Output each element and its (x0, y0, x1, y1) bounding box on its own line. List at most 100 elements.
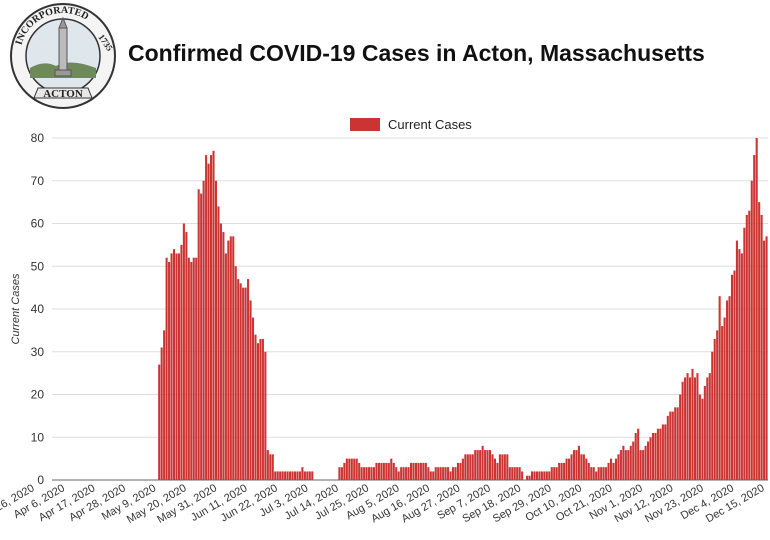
bar (419, 462, 422, 480)
bar (254, 334, 257, 480)
bar (728, 296, 731, 480)
bar (679, 394, 682, 480)
bar (607, 462, 610, 480)
bar (496, 462, 499, 480)
bar (190, 261, 193, 480)
bar (410, 462, 413, 480)
bar (217, 206, 220, 480)
bar (735, 240, 738, 480)
bar (175, 253, 178, 480)
bar (493, 458, 497, 480)
bar (760, 214, 763, 480)
bar (484, 450, 487, 480)
bar (691, 368, 694, 480)
bar (180, 244, 183, 480)
bar (372, 467, 376, 480)
bar (424, 462, 427, 480)
bar (377, 462, 380, 480)
bar (765, 236, 768, 480)
bar (538, 471, 541, 480)
bar (605, 467, 608, 480)
bar (197, 189, 200, 481)
bar (427, 467, 430, 480)
bar (363, 467, 366, 480)
bar (491, 454, 494, 480)
bar (528, 475, 531, 480)
bar (405, 467, 408, 480)
bar (459, 462, 462, 480)
bar (293, 471, 297, 480)
legend-swatch (350, 118, 380, 131)
bar (422, 462, 425, 480)
bar (708, 373, 711, 480)
bar (168, 261, 171, 480)
bar (644, 445, 647, 480)
bar (572, 450, 576, 480)
bar (476, 450, 479, 480)
bar (412, 462, 415, 480)
bar (308, 471, 311, 480)
bar (306, 471, 309, 480)
bar (674, 407, 677, 480)
y-tick-label: 60 (31, 217, 45, 231)
bar (355, 458, 358, 480)
bar (222, 232, 225, 480)
bar (158, 364, 161, 480)
bar (338, 467, 341, 480)
bar (577, 445, 580, 480)
bar (654, 432, 657, 480)
bar (489, 450, 492, 480)
bar (701, 398, 704, 480)
bar (170, 253, 173, 480)
bar (172, 249, 176, 480)
bar (560, 462, 563, 480)
bar (195, 257, 198, 480)
bar (753, 155, 756, 480)
bar (740, 253, 743, 480)
bar (688, 377, 692, 480)
bar (298, 471, 301, 480)
bar (395, 467, 398, 480)
bar (259, 338, 262, 480)
bar (343, 462, 346, 480)
bar (498, 454, 501, 480)
bar (471, 454, 474, 480)
bar (518, 467, 521, 480)
bar (617, 454, 620, 480)
y-tick-label: 40 (31, 302, 45, 316)
y-tick-label: 50 (31, 259, 45, 273)
bar (550, 467, 553, 480)
chart-legend: Current Cases (350, 117, 472, 132)
bar (271, 454, 274, 480)
bar (269, 454, 272, 480)
bar (303, 471, 306, 480)
bar (449, 471, 452, 480)
bar (239, 283, 242, 480)
acton-seal-logo: INCORPORATED 1735 ACTON (10, 3, 116, 109)
bar (434, 467, 437, 480)
bar (160, 347, 163, 480)
bar (163, 330, 166, 480)
bar (580, 454, 583, 480)
bar (232, 236, 235, 480)
bar (365, 467, 368, 480)
bar (442, 467, 445, 480)
bar (237, 279, 240, 480)
bar (256, 343, 259, 480)
bar (698, 394, 701, 480)
bar (350, 458, 353, 480)
bar (681, 381, 684, 480)
bar (711, 351, 714, 480)
bar (587, 462, 590, 480)
bar (447, 467, 450, 480)
bar (634, 432, 637, 480)
bar (521, 471, 524, 480)
bar (575, 450, 578, 480)
bar (479, 450, 482, 480)
bar (590, 467, 593, 480)
bar (358, 462, 361, 480)
bar (718, 296, 721, 480)
bar (219, 223, 222, 480)
bar (592, 467, 595, 480)
bar (276, 471, 279, 480)
